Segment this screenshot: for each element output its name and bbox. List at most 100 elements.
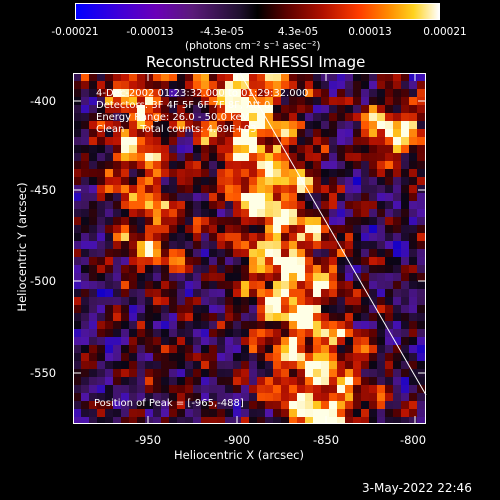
heatmap-cell: [313, 329, 321, 337]
heatmap-cell: [297, 297, 305, 305]
heatmap-cell: [297, 265, 305, 273]
heatmap-cell: [337, 89, 345, 97]
heatmap-cell: [353, 265, 361, 273]
heatmap-cell: [81, 241, 89, 249]
heatmap-cell: [417, 169, 425, 177]
heatmap-cell: [241, 81, 249, 89]
heatmap-cell: [153, 177, 161, 185]
heatmap-cell: [257, 129, 265, 137]
heatmap-cell: [233, 209, 241, 217]
heatmap-cell: [249, 353, 257, 361]
heatmap-cell: [209, 401, 217, 409]
heatmap-cell: [161, 177, 169, 185]
heatmap-cell: [177, 273, 185, 281]
heatmap-cell: [177, 169, 185, 177]
heatmap-cell: [97, 105, 105, 113]
heatmap-cell: [313, 161, 321, 169]
heatmap-cell: [393, 345, 401, 353]
heatmap-cell: [369, 329, 377, 337]
heatmap-cell: [137, 137, 145, 145]
heatmap-cell: [289, 345, 297, 353]
heatmap-cell: [377, 305, 385, 313]
heatmap-cell: [177, 409, 185, 417]
heatmap-cell: [97, 153, 105, 161]
heatmap-cell: [145, 97, 153, 105]
heatmap-cell: [225, 289, 233, 297]
heatmap-cell: [281, 241, 289, 249]
heatmap-cell: [321, 361, 329, 369]
heatmap-cell: [169, 129, 177, 137]
heatmap-cell: [97, 361, 105, 369]
heatmap-cell: [177, 305, 185, 313]
heatmap-cell: [233, 153, 241, 161]
colorbar-tick: -4.3e-05: [199, 26, 245, 38]
heatmap-cell: [297, 249, 305, 257]
heatmap-cell: [321, 369, 329, 377]
heatmap-cell: [321, 177, 329, 185]
heatmap-cell: [313, 289, 321, 297]
heatmap-cell: [281, 193, 289, 201]
heatmap-cell: [105, 361, 113, 369]
heatmap-cell: [345, 217, 353, 225]
heatmap-cell: [177, 121, 185, 129]
footer-date: 3-May-2022 22:46: [362, 481, 472, 495]
heatmap-cell: [145, 169, 153, 177]
heatmap-cell: [321, 353, 329, 361]
heatmap-cell: [201, 129, 209, 137]
heatmap-cell: [305, 121, 313, 129]
heatmap-cell: [129, 377, 137, 385]
heatmap-cell: [97, 417, 105, 424]
heatmap-cell: [137, 305, 145, 313]
heatmap-cell: [281, 385, 289, 393]
heatmap-cell: [193, 393, 201, 401]
heatmap-cell: [161, 73, 169, 81]
heatmap-cell: [337, 161, 345, 169]
heatmap-cell: [161, 409, 169, 417]
heatmap-cell: [401, 281, 409, 289]
heatmap-cell: [313, 313, 321, 321]
heatmap-cell: [289, 185, 297, 193]
heatmap-cell: [121, 337, 129, 345]
heatmap-cell: [377, 353, 385, 361]
heatmap-cell: [217, 305, 225, 313]
heatmap-cell: [105, 137, 113, 145]
heatmap-cell: [409, 185, 417, 193]
heatmap-cell: [145, 89, 153, 97]
heatmap-cell: [385, 265, 393, 273]
heatmap-cell: [233, 401, 241, 409]
heatmap-cell: [273, 393, 281, 401]
heatmap-cell: [81, 201, 89, 209]
heatmap-cell: [377, 377, 385, 385]
heatmap-cell: [105, 169, 113, 177]
heatmap-cell: [321, 289, 329, 297]
heatmap-cell: [225, 345, 233, 353]
heatmap-cell: [369, 249, 377, 257]
heatmap-cell: [161, 393, 169, 401]
heatmap-cell: [353, 305, 361, 313]
heatmap-cell: [417, 393, 425, 401]
heatmap-cell: [337, 81, 345, 89]
heatmap-cell: [241, 217, 249, 225]
heatmap-cell: [321, 233, 329, 241]
heatmap-cell: [345, 145, 353, 153]
heatmap-cell: [129, 353, 137, 361]
heatmap-cell: [177, 145, 185, 153]
heatmap-cell: [361, 377, 369, 385]
heatmap-cell: [217, 201, 225, 209]
heatmap-cell: [233, 201, 241, 209]
heatmap-cell: [337, 289, 345, 297]
heatmap-cell: [225, 185, 233, 193]
heatmap-cell: [377, 105, 385, 113]
heatmap-cell: [329, 217, 337, 225]
heatmap-cell: [121, 249, 129, 257]
heatmap-cell: [73, 113, 81, 121]
heatmap-cell: [417, 193, 425, 201]
heatmap-cell: [377, 201, 385, 209]
heatmap-cell: [361, 113, 369, 121]
heatmap-cell: [385, 345, 393, 353]
heatmap-cell: [217, 113, 225, 121]
heatmap-cell: [225, 401, 233, 409]
heatmap-cell: [273, 185, 281, 193]
heatmap-cell: [225, 377, 233, 385]
heatmap-cell: [353, 281, 361, 289]
